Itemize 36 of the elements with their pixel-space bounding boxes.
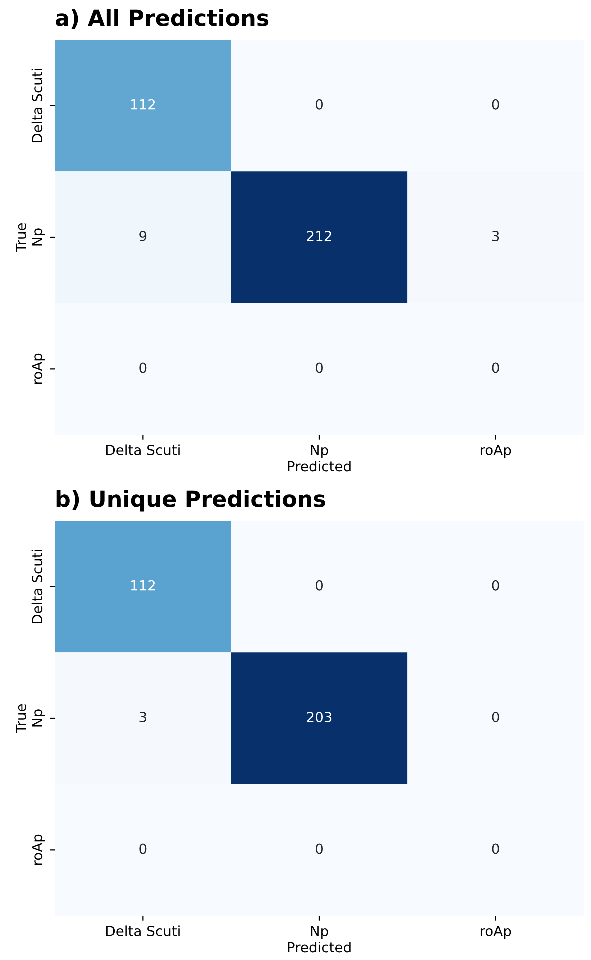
y-axis-title: True bbox=[16, 704, 26, 734]
data-label: 0 bbox=[492, 712, 500, 723]
data-label: 3 bbox=[492, 231, 500, 242]
data-label: 203 bbox=[307, 712, 332, 723]
data-label: 112 bbox=[131, 580, 156, 591]
data-label: 0 bbox=[140, 362, 147, 374]
y-tick-label: Np bbox=[32, 228, 46, 246]
data-label: 0 bbox=[492, 99, 500, 110]
x-tick-label: Delta Scuti bbox=[106, 444, 180, 456]
data-label: 0 bbox=[316, 99, 323, 110]
data-label: 0 bbox=[316, 844, 323, 854]
x-tick-label: Np bbox=[311, 926, 328, 940]
data-label: 3 bbox=[140, 712, 146, 723]
chart-title: a) All Predictions bbox=[56, 9, 269, 30]
data-label: 0 bbox=[316, 362, 323, 374]
x-tick-label: roAp bbox=[480, 445, 512, 458]
x-tick-label: roAp bbox=[480, 926, 512, 940]
x-tick-label: Np bbox=[311, 445, 328, 458]
y-tick-label: Delta Scuti bbox=[32, 69, 43, 142]
y-tick-label: roAp bbox=[32, 354, 46, 384]
x-axis-title: Predicted bbox=[288, 942, 351, 953]
data-label: 0 bbox=[140, 844, 147, 854]
y-tick-label: roAp bbox=[32, 834, 46, 866]
data-label: 0 bbox=[492, 844, 500, 854]
y-tick-label: Np bbox=[32, 710, 46, 727]
y-axis-title: True bbox=[16, 223, 26, 252]
y-tick-label: Delta Scuti bbox=[32, 550, 43, 624]
chart-title: b) Unique Predictions bbox=[56, 490, 326, 512]
data-label: 0 bbox=[316, 580, 323, 591]
x-axis-title: Predicted bbox=[288, 460, 351, 472]
x-tick-label: Delta Scuti bbox=[106, 926, 180, 936]
data-label: 0 bbox=[492, 580, 500, 591]
data-label: 112 bbox=[131, 99, 156, 110]
data-label: 9 bbox=[140, 231, 147, 242]
data-label: 212 bbox=[307, 231, 332, 242]
data-label: 0 bbox=[492, 362, 500, 374]
